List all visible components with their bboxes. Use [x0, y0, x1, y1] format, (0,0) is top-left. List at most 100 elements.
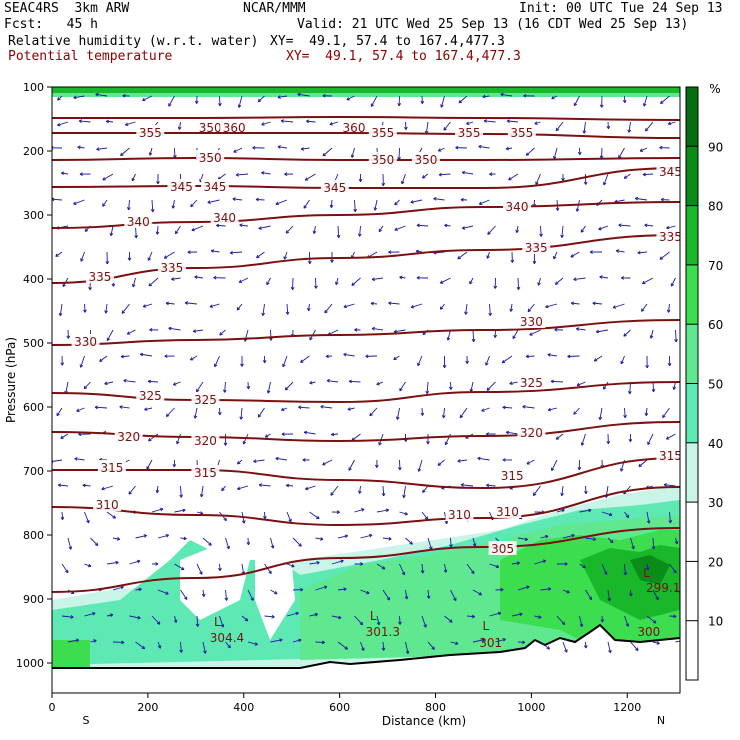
wind-arrowhead [398, 467, 402, 471]
wind-arrowhead [148, 282, 153, 287]
wind-vector [371, 327, 384, 331]
wind-vector [401, 173, 406, 185]
contour-label-bg [196, 120, 225, 134]
wind-arrowhead [79, 364, 84, 368]
wind-vector [457, 251, 468, 260]
wind-arrowhead [534, 121, 538, 125]
wind-arrowhead [148, 438, 152, 442]
wind-vector [427, 589, 430, 599]
wind-arrowhead [485, 362, 489, 366]
wind-vector [601, 563, 608, 575]
wind-arrowhead [618, 223, 622, 228]
contour-label-bg [136, 125, 165, 139]
wind-arrowhead [305, 486, 309, 491]
wind-arrowhead [282, 363, 286, 368]
wind-arrowhead [219, 332, 223, 336]
wind-vector [112, 537, 120, 540]
wind-vector [129, 560, 141, 565]
wind-vector [266, 277, 271, 285]
wind-vector [410, 303, 423, 308]
wind-vector [399, 276, 406, 279]
wind-arrowhead [253, 459, 257, 464]
wind-arrowhead [538, 615, 542, 619]
wind-arrowhead [670, 283, 675, 287]
wind-vector [359, 485, 361, 494]
wind-arrowhead [567, 354, 571, 359]
wind-vector [378, 225, 384, 232]
wind-arrowhead [60, 435, 64, 439]
wind-vector [486, 381, 496, 391]
wind-arrowhead [314, 285, 318, 289]
wind-vector [128, 199, 130, 210]
wind-vector [324, 303, 333, 314]
wind-arrowhead [316, 561, 320, 565]
wind-vector [517, 537, 528, 541]
theta-contour-label: 330 [74, 335, 97, 349]
wind-arrowhead [148, 152, 153, 156]
wind-vector [500, 93, 513, 97]
theta-contour-label: 315 [194, 466, 217, 480]
wind-arrowhead [673, 569, 677, 574]
wind-vector [646, 615, 657, 624]
wind-arrowhead [550, 379, 554, 384]
wind-vector [421, 407, 423, 416]
theta-contour-label: 360 [343, 121, 366, 135]
wind-vector [526, 355, 535, 357]
wind-arrowhead [358, 178, 363, 182]
wind-arrowhead [73, 95, 77, 100]
wind-arrowhead [142, 304, 147, 308]
wind-arrowhead [495, 564, 500, 569]
theta-contour-label: 350 [414, 153, 437, 167]
wind-arrowhead [665, 436, 670, 440]
wind-vector [90, 639, 97, 643]
wind-vector [329, 121, 339, 125]
wind-arrowhead [344, 534, 349, 539]
wind-arrowhead [68, 546, 73, 550]
wind-vector [275, 457, 288, 461]
wind-arrowhead [421, 175, 426, 179]
wind-vector [90, 537, 99, 546]
wind-arrowhead [321, 640, 326, 645]
wind-vector [425, 121, 429, 134]
wind-vector [349, 380, 361, 383]
wind-arrowhead [642, 103, 647, 107]
wind-vector [506, 120, 519, 123]
wind-vector [443, 121, 451, 131]
wind-arrowhead [385, 508, 390, 513]
wind-vector [315, 586, 328, 591]
wind-vector [512, 329, 519, 339]
wind-arrowhead [369, 412, 373, 417]
wind-vector [415, 250, 423, 253]
wind-vector [639, 147, 648, 152]
wind-vector [200, 485, 204, 497]
theta-contour-label: 320 [117, 430, 140, 444]
wind-arrowhead [76, 408, 80, 412]
wind-arrowhead [196, 388, 200, 393]
contour-label-bg [71, 334, 100, 348]
wind-arrowhead [401, 571, 406, 576]
wind-vector [466, 563, 475, 574]
wind-arrowhead [644, 223, 648, 228]
wind-vector [421, 615, 427, 628]
wind-vector [335, 277, 339, 285]
low-marker-label: L [483, 619, 490, 633]
wind-arrowhead [70, 615, 74, 619]
wind-arrowhead [599, 275, 603, 279]
wind-vector [580, 225, 586, 233]
wind-arrowhead [532, 492, 537, 496]
wind-vector [433, 198, 445, 201]
wind-vector [230, 251, 243, 254]
wind-arrowhead [229, 250, 234, 255]
wind-arrowhead [173, 619, 178, 623]
wind-vector [555, 277, 564, 285]
theta-contour-360 [52, 115, 680, 121]
wind-arrowhead [510, 259, 515, 263]
wind-arrowhead [358, 490, 362, 494]
wind-arrowhead [628, 391, 632, 395]
wind-vector [95, 406, 108, 409]
wind-arrowhead [237, 486, 241, 491]
wind-vector [346, 95, 355, 101]
wind-arrowhead [109, 232, 114, 237]
colorbar-label: 30 [708, 496, 723, 510]
